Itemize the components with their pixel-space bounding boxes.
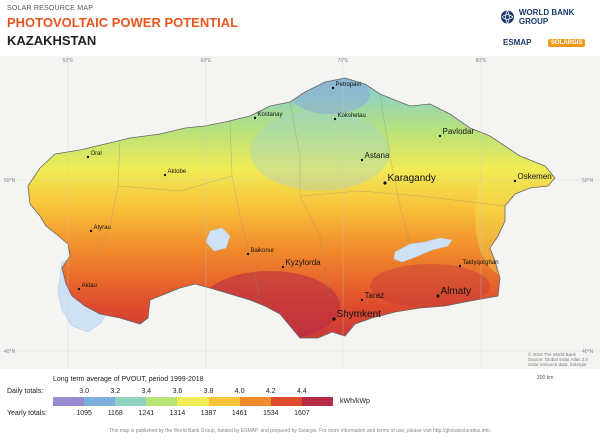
city-marker — [281, 265, 285, 269]
country-name: KAZAKHSTAN — [7, 33, 97, 48]
legend-swatch — [301, 397, 333, 406]
daily-tick: 3.4 — [141, 388, 152, 395]
credit-line: © 2019 The World Bank — [528, 352, 576, 357]
globe-icon — [500, 10, 514, 24]
city-marker — [383, 181, 387, 185]
city-label: Karagandy — [388, 173, 436, 184]
lake-balkhash — [393, 237, 453, 263]
city-marker — [331, 86, 335, 90]
daily-tick: 4.2 — [265, 388, 276, 395]
legend-unit: kWh/kWp — [340, 398, 370, 405]
graticule: 50°E 60°E 70°E 80°E 50°N 50°N 40°N 40°N — [0, 56, 600, 369]
daily-totals-label: Daily totals: — [7, 388, 44, 395]
solargis-logo: SOLARGIS — [548, 39, 586, 47]
city-label: Taldyqorghan — [463, 260, 499, 266]
legend-swatch — [239, 397, 271, 406]
lat-label-40-left: 40°N — [4, 349, 16, 355]
city-marker — [333, 117, 337, 121]
yearly-tick: 1387 — [200, 410, 217, 417]
legend: Long term average of PVOUT, period 1999-… — [0, 372, 600, 432]
country-border — [27, 77, 556, 339]
lon-label-50: 50°E — [63, 58, 75, 64]
city-label: Kyzylorda — [286, 258, 322, 267]
lon-label-60: 60°E — [201, 58, 213, 64]
lon-label-70: 70°E — [338, 58, 350, 64]
city-label: Aktau — [82, 283, 97, 289]
city-label: Oral — [91, 151, 102, 157]
city-label: Kokshetau — [338, 113, 366, 119]
city-marker — [163, 173, 167, 177]
lat-label-50-left: 50°N — [4, 178, 16, 184]
city-label: Kostanay — [258, 112, 283, 118]
legend-colorbar — [53, 397, 333, 406]
city-marker — [360, 158, 364, 162]
legend-swatch — [177, 397, 209, 406]
lat-label-40-right: 40°N — [582, 349, 594, 355]
yearly-tick: 1314 — [169, 410, 186, 417]
cities-layer: Petropavl Kostanay Kokshetau Pavlodar Oral Ak… — [77, 82, 552, 321]
city-label: Astana — [365, 151, 390, 160]
credit-line: Solar resource data: Solargis — [528, 362, 587, 367]
worldbank-label: WORLD BANK GROUP — [518, 8, 575, 26]
daily-tick: 4.4 — [297, 388, 307, 395]
city-marker — [253, 116, 257, 120]
credit-line: Source: Global Solar Atlas 2.0 — [528, 357, 589, 362]
map-area: 50°E 60°E 70°E 80°E 50°N 50°N 40°N 40°N … — [0, 56, 600, 378]
scale-label: 200 km — [537, 375, 554, 381]
yearly-tick: 1461 — [231, 410, 248, 417]
city-marker — [246, 252, 250, 256]
map-title: PHOTOVOLTAIC POWER POTENTIAL — [7, 15, 239, 30]
city-label: Baikonur — [251, 248, 275, 254]
city-marker — [332, 317, 336, 321]
city-marker — [360, 298, 364, 302]
footer-note: This map is published by the World Bank … — [108, 428, 492, 434]
worldbank-logo: WORLD BANK GROUP — [500, 8, 600, 26]
daily-tick: 3.8 — [203, 388, 214, 395]
map-credit: © 2019 The World Bank Source: Global Sol… — [528, 352, 588, 367]
legend-swatch — [146, 397, 178, 406]
yearly-tick: 1095 — [76, 410, 92, 417]
esmap-logo: ESMAP — [503, 38, 532, 47]
city-label: Pavlodar — [443, 127, 475, 136]
city-marker — [438, 134, 442, 138]
city-marker — [77, 287, 81, 291]
daily-tick: 3.2 — [110, 388, 121, 395]
legend-swatch — [53, 397, 85, 406]
city-label: Taraz — [365, 291, 385, 300]
city-marker — [458, 264, 462, 268]
country-raster — [28, 78, 555, 338]
legend-swatch — [84, 397, 116, 406]
city-marker — [513, 179, 517, 183]
yearly-tick: 1534 — [262, 410, 279, 417]
yearly-tick: 1241 — [138, 410, 155, 417]
lon-label-80: 80°E — [476, 58, 488, 64]
yearly-tick: 1607 — [294, 410, 310, 417]
pvout-map: 50°E 60°E 70°E 80°E 50°N 50°N 40°N 40°N … — [0, 56, 600, 378]
region-borders — [94, 93, 506, 301]
daily-tick: 3.6 — [172, 388, 183, 395]
city-label: Aktobe — [168, 169, 187, 175]
city-marker — [86, 155, 90, 159]
yearly-tick: 1168 — [107, 410, 123, 417]
city-label: Almaty — [441, 286, 472, 297]
city-label: Petropavl — [336, 82, 361, 88]
legend-swatch — [115, 397, 147, 406]
map-header: SOLAR RESOURCE MAP PHOTOVOLTAIC POWER PO… — [0, 0, 600, 54]
lat-label-50-right: 50°N — [582, 178, 594, 184]
daily-tick: 4.0 — [234, 388, 245, 395]
yearly-totals-label: Yearly totals: — [7, 410, 47, 417]
city-marker — [89, 229, 93, 233]
city-marker — [436, 294, 440, 298]
map-kicker: SOLAR RESOURCE MAP — [7, 5, 94, 12]
legend-title: Long term average of PVOUT, period 1999-… — [53, 376, 204, 383]
daily-tick: 3.0 — [79, 388, 89, 395]
legend-swatch — [270, 397, 302, 406]
city-label: Shymkent — [337, 309, 382, 320]
city-label: Atyrau — [94, 225, 111, 231]
legend-swatch — [208, 397, 240, 406]
city-label: Oskemen — [518, 172, 552, 181]
